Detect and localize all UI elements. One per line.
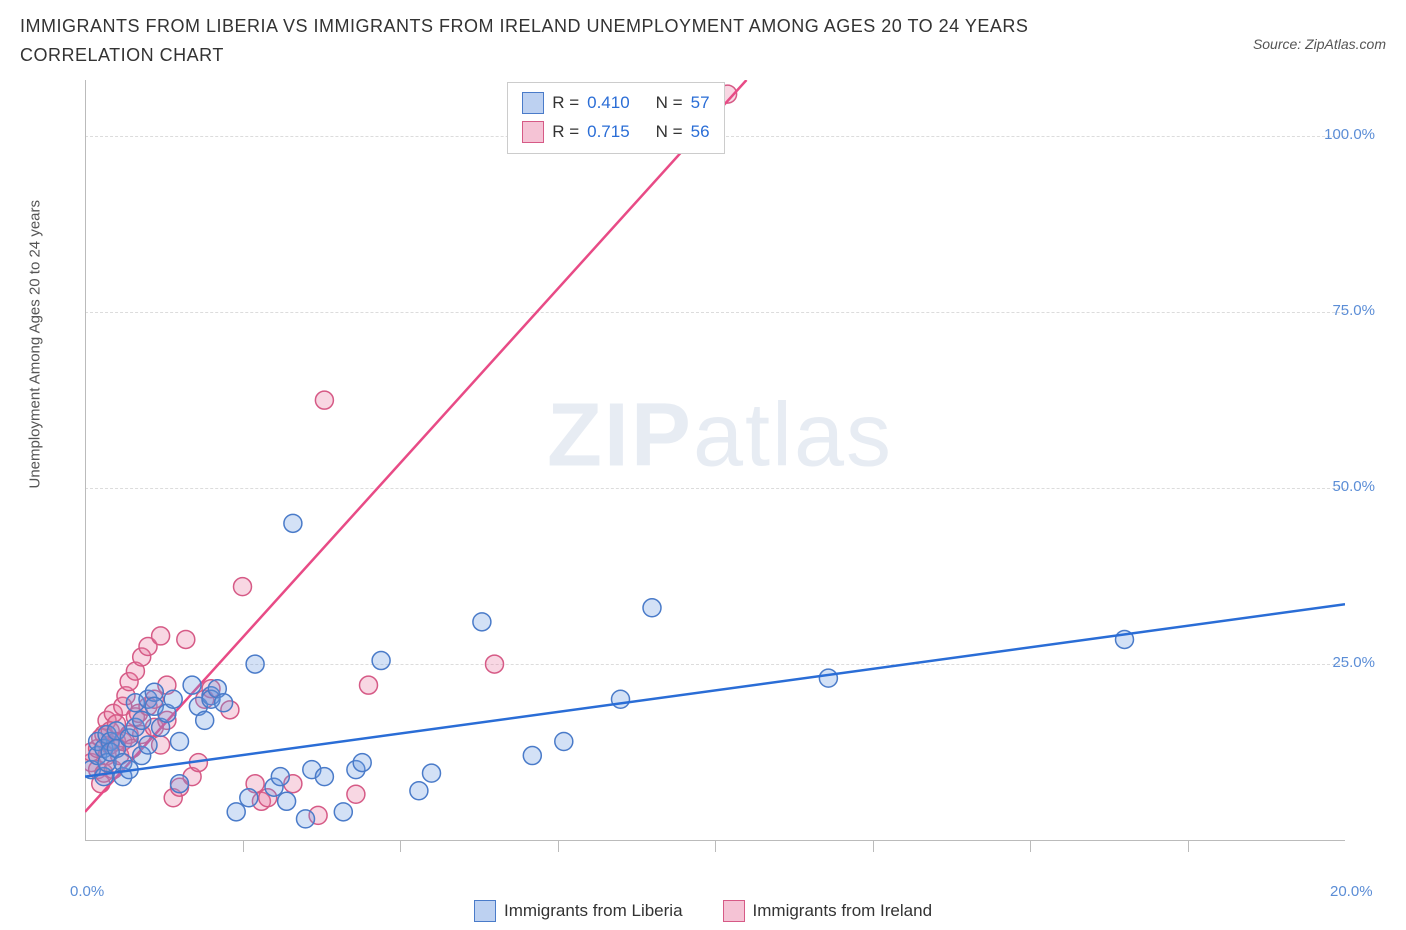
- swatch-ireland-icon: [522, 121, 544, 143]
- R-value-ireland: 0.715: [587, 118, 630, 147]
- bottom-legend: Immigrants from Liberia Immigrants from …: [0, 900, 1406, 922]
- liberia-point: [240, 789, 258, 807]
- chart-area: Unemployment Among Ages 20 to 24 years Z…: [55, 80, 1385, 870]
- ireland-point: [315, 391, 333, 409]
- liberia-point: [171, 775, 189, 793]
- liberia-point: [315, 768, 333, 786]
- liberia-point: [334, 803, 352, 821]
- liberia-point: [196, 711, 214, 729]
- liberia-point: [271, 768, 289, 786]
- liberia-point: [139, 736, 157, 754]
- liberia-point: [410, 782, 428, 800]
- R-label: R =: [552, 89, 579, 118]
- liberia-point: [278, 792, 296, 810]
- ireland-point: [234, 578, 252, 596]
- liberia-point: [523, 747, 541, 765]
- stat-row-ireland: R = 0.715 N = 56: [522, 118, 709, 147]
- plot-svg: [55, 80, 1385, 870]
- liberia-point: [246, 655, 264, 673]
- legend-item-liberia: Immigrants from Liberia: [474, 900, 683, 922]
- legend-label-ireland: Immigrants from Ireland: [753, 901, 933, 921]
- liberia-point: [372, 652, 390, 670]
- R-label-2: R =: [552, 118, 579, 147]
- header-row: IMMIGRANTS FROM LIBERIA VS IMMIGRANTS FR…: [0, 0, 1406, 70]
- N-value-ireland: 56: [691, 118, 710, 147]
- stat-box: R = 0.410 N = 57 R = 0.715 N = 56: [507, 82, 724, 154]
- source-label: Source: ZipAtlas.com: [1253, 12, 1386, 52]
- swatch-ireland-icon: [723, 900, 745, 922]
- R-value-liberia: 0.410: [587, 89, 630, 118]
- N-label: N =: [656, 89, 683, 118]
- liberia-point: [819, 669, 837, 687]
- liberia-point: [284, 514, 302, 532]
- ireland-point: [347, 785, 365, 803]
- liberia-point: [612, 690, 630, 708]
- liberia-point: [164, 690, 182, 708]
- ireland-point: [177, 630, 195, 648]
- ireland-point: [360, 676, 378, 694]
- x-tick-label: 0.0%: [70, 883, 104, 900]
- ireland-point: [152, 627, 170, 645]
- liberia-point: [555, 732, 573, 750]
- liberia-point: [133, 711, 151, 729]
- ireland-point: [486, 655, 504, 673]
- liberia-point: [215, 694, 233, 712]
- liberia-point: [227, 803, 245, 821]
- legend-label-liberia: Immigrants from Liberia: [504, 901, 683, 921]
- N-value-liberia: 57: [691, 89, 710, 118]
- y-axis-title: Unemployment Among Ages 20 to 24 years: [27, 200, 44, 489]
- liberia-point: [183, 676, 201, 694]
- stat-row-liberia: R = 0.410 N = 57: [522, 89, 709, 118]
- liberia-point: [423, 764, 441, 782]
- chart-title: IMMIGRANTS FROM LIBERIA VS IMMIGRANTS FR…: [20, 12, 1120, 70]
- x-tick-label: 20.0%: [1330, 883, 1373, 900]
- ireland-trend-line: [85, 80, 747, 812]
- liberia-point: [171, 732, 189, 750]
- liberia-point: [297, 810, 315, 828]
- liberia-point: [643, 599, 661, 617]
- swatch-liberia-icon: [474, 900, 496, 922]
- liberia-point: [473, 613, 491, 631]
- legend-item-ireland: Immigrants from Ireland: [723, 900, 933, 922]
- N-label-2: N =: [656, 118, 683, 147]
- liberia-point: [353, 754, 371, 772]
- liberia-trend-line: [85, 604, 1345, 776]
- swatch-liberia-icon: [522, 92, 544, 114]
